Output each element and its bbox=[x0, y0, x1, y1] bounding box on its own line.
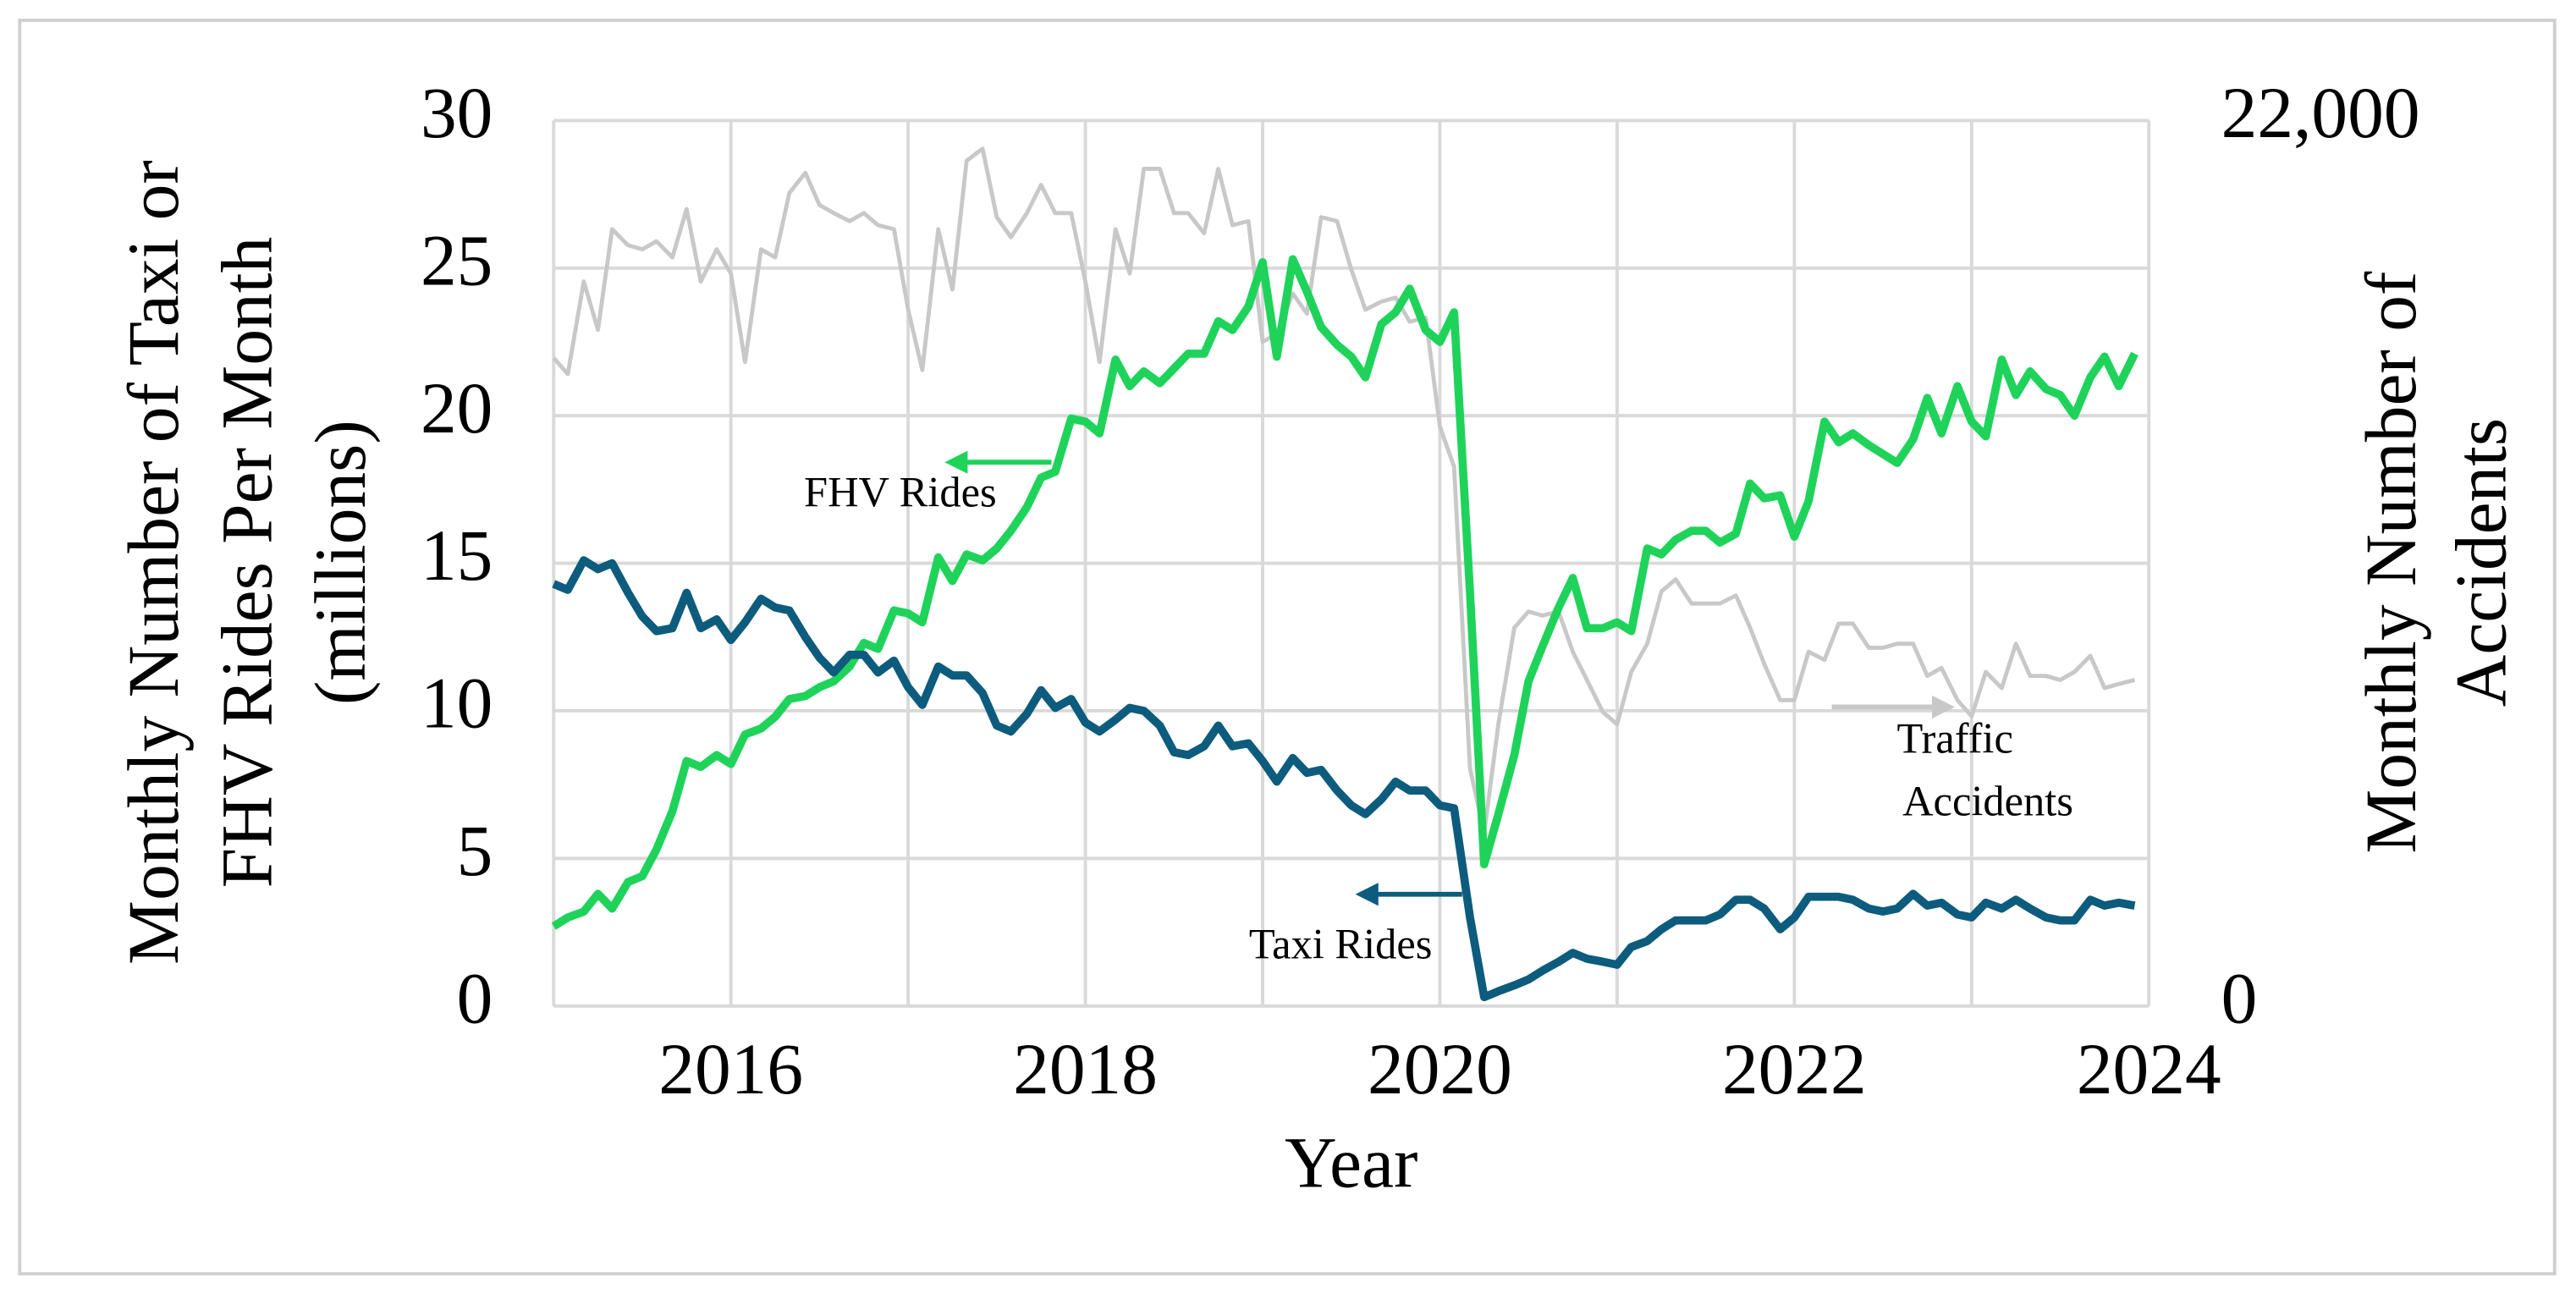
y-tick-label: 15 bbox=[421, 516, 493, 596]
y-tick-label: 5 bbox=[457, 812, 493, 891]
y2-axis-title: Accidents bbox=[2442, 418, 2522, 707]
y-axis-title: (millions) bbox=[301, 420, 381, 705]
annotation-text: Accidents bbox=[1902, 778, 2073, 825]
annotation-arrowhead bbox=[1932, 695, 1956, 719]
x-tick-label: 2016 bbox=[658, 1030, 803, 1109]
series-line bbox=[551, 255, 2138, 930]
x-tick-label: 2024 bbox=[2077, 1030, 2221, 1109]
grid bbox=[552, 118, 2151, 1008]
y-axis-title: FHV Rides Per Month bbox=[207, 237, 287, 889]
y-tick-label: 10 bbox=[421, 664, 493, 744]
y-tick-label: 30 bbox=[421, 74, 493, 153]
annotation-text: FHV Rides bbox=[804, 469, 997, 516]
labels: 0 5 10 15 20 25 30 0 22,000 2016 2018 2020 2022 2024 Y… bbox=[114, 74, 2522, 1203]
y-tick-label: 20 bbox=[421, 369, 493, 449]
y-tick-label: 25 bbox=[421, 221, 493, 300]
series-line bbox=[552, 556, 2136, 1002]
chart-frame bbox=[18, 19, 2557, 1276]
series-line bbox=[552, 146, 2136, 835]
y2-axis-title: Monthly Number of bbox=[2352, 271, 2431, 853]
annotation-text: Taxi Rides bbox=[1249, 920, 1433, 967]
x-axis-title: Year bbox=[1285, 1123, 1417, 1203]
y-tick-label: 0 bbox=[457, 959, 493, 1038]
annotation-text: Traffic bbox=[1896, 715, 2012, 762]
x-tick-label: 2020 bbox=[1368, 1030, 1512, 1109]
y2-tick-label: 0 bbox=[2221, 959, 2258, 1038]
x-tick-label: 2018 bbox=[1013, 1030, 1158, 1109]
plot-lines bbox=[551, 146, 2138, 1002]
x-tick-label: 2022 bbox=[1722, 1030, 1867, 1109]
y2-tick-label: 22,000 bbox=[2221, 74, 2420, 153]
annotation-arrowhead bbox=[1355, 883, 1379, 906]
y-axis-title: Monthly Number of Taxi or bbox=[114, 160, 194, 965]
annotation-arrowhead bbox=[944, 450, 968, 474]
